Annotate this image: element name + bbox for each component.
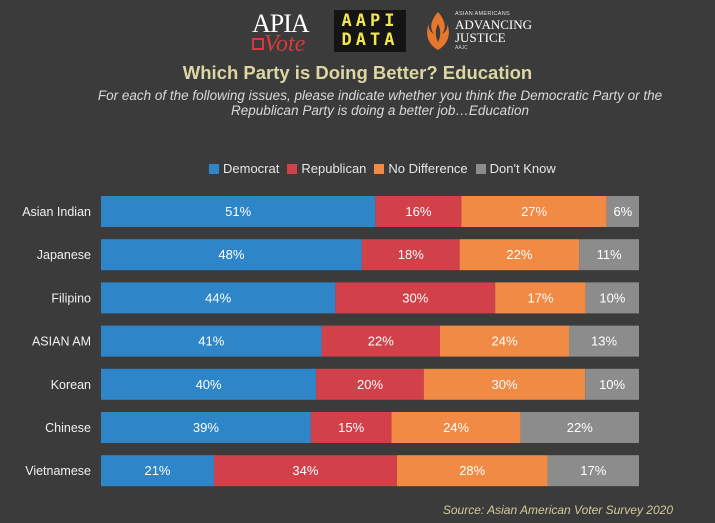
bar-asian-am-republican (321, 325, 440, 357)
bar-asian-am-don-t-know (569, 325, 639, 357)
aapi-data-logo: AAPI DATA (334, 10, 406, 52)
bar-asian-am-no-difference (439, 325, 570, 357)
chart-title: Which Party is Doing Better? Education (182, 62, 533, 83)
value-label-vietnamese-republican: 34% (292, 463, 318, 478)
value-label-vietnamese-don-t-know: 17% (580, 463, 606, 478)
value-label-korean-don-t-know: 10% (599, 377, 625, 392)
bar-asian-indian-don-t-know (606, 196, 639, 227)
bar-filipino-republican (335, 282, 496, 314)
value-label-chinese-no-difference: 24% (443, 420, 469, 435)
bar-asian-am-democrat (101, 325, 322, 357)
bar-asian-indian-democrat (101, 196, 376, 227)
apia-vote-logo: APIA Vote (250, 9, 322, 57)
bar-filipino-democrat (101, 282, 336, 314)
value-label-asian-am-don-t-know: 13% (591, 334, 617, 349)
legend-label-no-difference: No Difference (388, 161, 468, 176)
value-label-chinese-democrat: 39% (193, 420, 219, 435)
legend-swatch-dont-know (475, 163, 486, 174)
value-label-asian-indian-democrat: 51% (225, 204, 251, 219)
apia-logo-text: APIA (252, 9, 310, 38)
legend-swatch-no-difference (374, 163, 385, 174)
legend-item-democrat: Democrat (209, 161, 279, 176)
value-label-chinese-don-t-know: 22% (567, 420, 593, 435)
bar-korean-democrat (101, 368, 317, 400)
legend-swatch-democrat (209, 163, 219, 174)
legend-swatch-republican (287, 163, 298, 174)
bar-korean-no-difference (423, 368, 586, 400)
bar-japanese-democrat (101, 239, 362, 271)
chart-legend: Democrat Republican No Difference Don't … (209, 161, 556, 176)
legend-label-republican: Republican (301, 161, 367, 176)
value-label-filipino-republican: 30% (402, 290, 428, 305)
bar-filipino-no-difference (495, 282, 586, 314)
value-label-korean-no-difference: 30% (491, 377, 517, 392)
value-label-asian-am-no-difference: 24% (491, 334, 517, 349)
value-label-filipino-no-difference: 17% (527, 290, 553, 305)
value-label-korean-republican: 20% (357, 377, 383, 392)
value-label-japanese-don-t-know: 11% (597, 247, 622, 262)
source-note: Source: Asian American Voter Survey 2020 (442, 503, 673, 517)
category-label-japanese: Japanese (37, 248, 91, 262)
bar-asian-indian-no-difference (461, 196, 607, 227)
value-label-asian-indian-no-difference: 27% (521, 204, 547, 219)
bar-japanese-don-t-know (579, 239, 639, 271)
apia-logo-vote-text: Vote (264, 31, 306, 57)
value-label-asian-am-democrat: 41% (198, 334, 224, 349)
legend-item-republican: Republican (287, 161, 366, 176)
apia-checkbox-icon (252, 38, 264, 50)
legend-item-dont-know: Don't Know (475, 161, 556, 176)
category-label-asian-indian: Asian Indian (22, 205, 91, 219)
value-label-japanese-republican: 18% (398, 247, 424, 262)
value-label-japanese-no-difference: 22% (506, 247, 532, 262)
value-label-filipino-democrat: 44% (205, 290, 231, 305)
aaj-logo-small-text: ASIAN AMERICANS (455, 11, 510, 17)
value-label-japanese-democrat: 48% (218, 247, 244, 262)
bar-vietnamese-don-t-know (547, 455, 639, 487)
aaj-logo-line1: ADVANCING (455, 17, 533, 32)
bar-vietnamese-democrat (101, 455, 214, 487)
bar-chinese-democrat (101, 412, 311, 443)
bar-chinese-republican (310, 412, 392, 443)
value-label-filipino-don-t-know: 10% (599, 290, 625, 305)
chart-subtitle: For each of the following issues, please… (97, 88, 663, 118)
category-label-asian-am: ASIAN AM (32, 335, 91, 349)
bar-asian-indian-republican (375, 196, 462, 227)
value-label-vietnamese-no-difference: 28% (459, 463, 485, 478)
aapi-logo-line2: DATA (341, 30, 399, 50)
category-label-korean: Korean (51, 378, 91, 392)
bar-chinese-don-t-know (520, 412, 639, 443)
aaj-logo-tiny-text: AAJC (455, 45, 468, 51)
category-label-chinese: Chinese (45, 421, 91, 435)
value-label-asian-indian-don-t-know: 6% (613, 204, 632, 219)
flame-icon (427, 12, 449, 50)
value-label-asian-indian-republican: 16% (405, 204, 431, 219)
bar-japanese-republican (361, 239, 460, 271)
category-label-filipino: Filipino (51, 291, 91, 305)
value-label-korean-democrat: 40% (196, 377, 222, 392)
logo-bar: APIA Vote AAPI DATA ASIAN AMERICANS ADVA… (0, 8, 715, 56)
legend-label-democrat: Democrat (223, 161, 280, 176)
legend-item-no-difference: No Difference (374, 161, 468, 176)
category-label-vietnamese: Vietnamese (25, 464, 91, 478)
value-label-asian-am-republican: 22% (368, 334, 394, 349)
bar-korean-republican (316, 368, 424, 400)
bar-vietnamese-republican (213, 455, 397, 487)
legend-label-dont-know: Don't Know (489, 161, 556, 176)
aapi-logo-line1: AAPI (341, 11, 399, 31)
bar-vietnamese-no-difference (396, 455, 548, 487)
aaj-logo-line2: JUSTICE (455, 30, 506, 45)
bar-korean-don-t-know (585, 368, 639, 400)
advancing-justice-logo: ASIAN AMERICANS ADVANCING JUSTICE AAJC (425, 10, 545, 54)
bar-chinese-no-difference (391, 412, 521, 443)
bar-filipino-don-t-know (585, 282, 639, 314)
value-label-vietnamese-democrat: 21% (144, 463, 170, 478)
bar-japanese-no-difference (459, 239, 580, 271)
value-label-chinese-republican: 15% (338, 420, 364, 435)
